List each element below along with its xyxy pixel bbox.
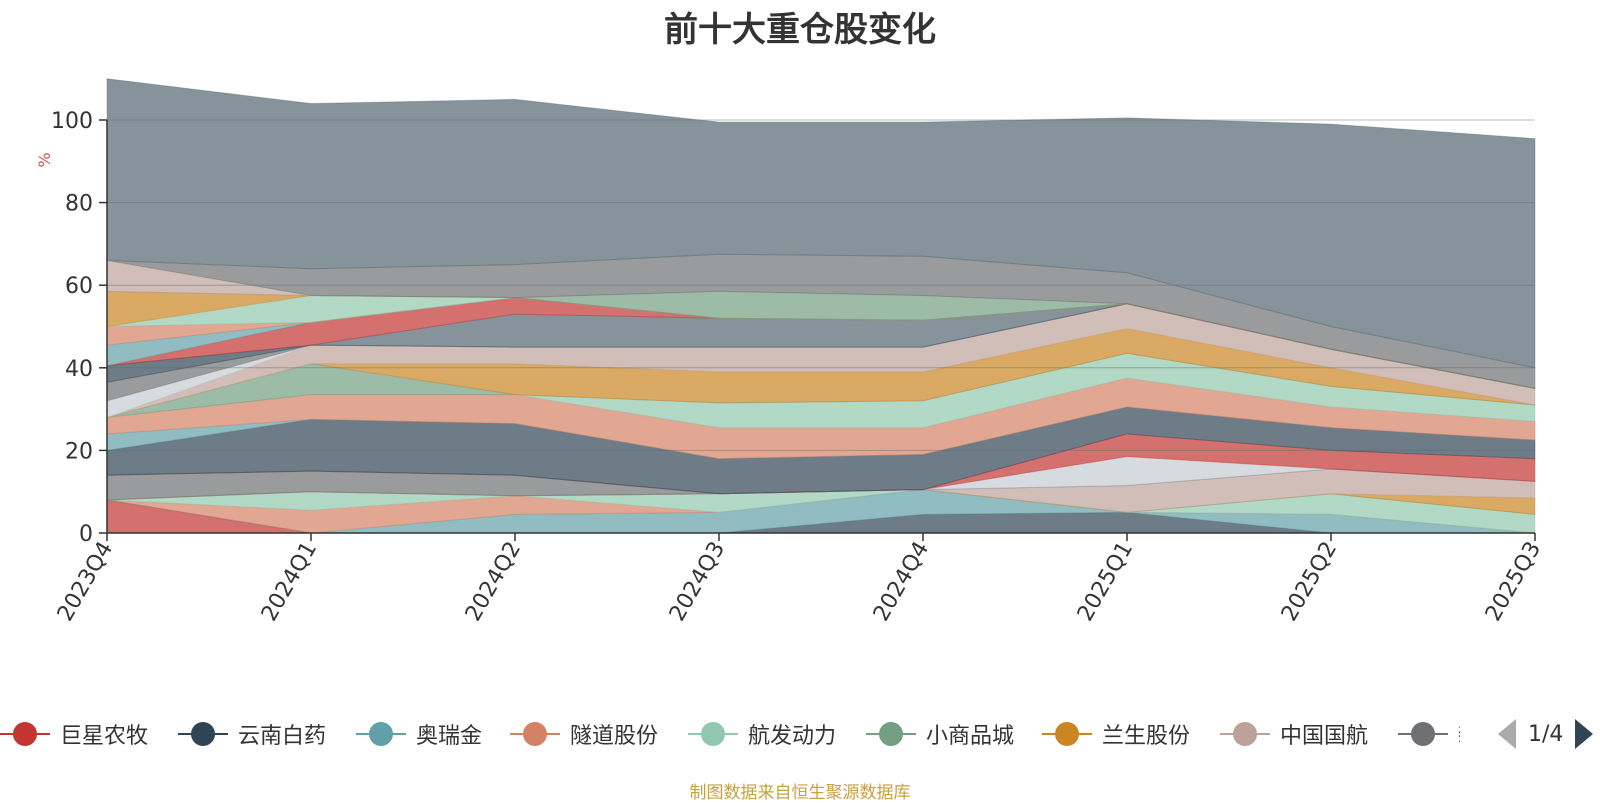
y-tick-label: 60 bbox=[65, 274, 93, 299]
legend-item[interactable]: 云南白药 bbox=[178, 712, 326, 756]
y-tick-label: 20 bbox=[65, 439, 93, 464]
legend-item[interactable]: 奥瑞金 bbox=[356, 712, 482, 756]
legend-marker-icon bbox=[1042, 719, 1092, 749]
stacked-areas bbox=[106, 78, 1536, 534]
legend-item[interactable]: 小商品城 bbox=[866, 712, 1014, 756]
legend-marker-icon bbox=[356, 719, 406, 749]
chart-title: 前十大重仓股变化 bbox=[664, 10, 936, 50]
x-tick-label: 2025Q2 bbox=[1277, 538, 1342, 626]
legend-item[interactable]: 中国国航 bbox=[1220, 712, 1368, 756]
legend-label: 小商品城 bbox=[926, 724, 1015, 749]
legend-page-indicator: 1/4 bbox=[1528, 721, 1564, 747]
x-tick-label: 2024Q3 bbox=[665, 538, 730, 626]
legend-marker-icon bbox=[510, 719, 560, 749]
x-tick-label: 2025Q3 bbox=[1481, 538, 1546, 626]
legend-next-page-arrow-icon[interactable] bbox=[1575, 719, 1594, 749]
legend-label: 兰生股份 bbox=[1102, 724, 1191, 749]
legend-label: 隧道股份 bbox=[570, 724, 659, 749]
legend-item[interactable]: 新希望 bbox=[1398, 712, 1460, 756]
legend-marker-icon bbox=[1220, 719, 1270, 749]
y-tick-label: 80 bbox=[65, 192, 93, 217]
legend-marker-icon bbox=[178, 719, 228, 749]
legend-label: 新希望 bbox=[1458, 718, 1460, 750]
legend-label: 奥瑞金 bbox=[416, 724, 483, 749]
legend-item[interactable]: 兰生股份 bbox=[1042, 712, 1190, 756]
legend-item[interactable]: 航发动力 bbox=[688, 712, 836, 756]
y-tick-label: 0 bbox=[79, 522, 93, 547]
x-tick-label: 2023Q4 bbox=[53, 538, 118, 626]
data-source-footer: 制图数据来自恒生聚源数据库 bbox=[689, 783, 911, 803]
legend-marker-icon bbox=[688, 719, 738, 749]
legend-marker-icon bbox=[1398, 719, 1448, 749]
legend: 巨星农牧 云南白药 奥瑞金 隧道股份 航发动力 小商品城 兰生股份 中国国航 新希望 bbox=[0, 712, 1460, 756]
area-layer-23 bbox=[106, 78, 1536, 369]
legend-label: 中国国航 bbox=[1280, 724, 1369, 749]
x-tick-label: 2024Q4 bbox=[869, 538, 934, 626]
legend-pager: 1/4 bbox=[1498, 714, 1594, 754]
y-tick-label: 40 bbox=[65, 357, 93, 382]
y-axis-unit-label: % bbox=[35, 152, 54, 167]
legend-item[interactable]: 隧道股份 bbox=[510, 712, 658, 756]
y-tick-labels: 0 20 40 60 80 100 bbox=[51, 109, 93, 547]
grid-lines bbox=[107, 119, 1535, 451]
legend-marker-icon bbox=[866, 719, 916, 749]
axes bbox=[99, 119, 1536, 541]
legend-label: 航发动力 bbox=[748, 724, 837, 749]
x-tick-label: 2024Q2 bbox=[461, 538, 526, 626]
legend-marker-icon bbox=[0, 719, 50, 749]
y-tick-label: 100 bbox=[51, 109, 93, 134]
x-tick-labels: 2023Q4 2024Q1 2024Q2 2024Q3 2024Q4 2025Q1 2025… bbox=[53, 538, 1546, 626]
x-tick-label: 2024Q1 bbox=[257, 538, 322, 626]
legend-item[interactable]: 巨星农牧 bbox=[0, 712, 148, 756]
legend-label: 巨星农牧 bbox=[60, 724, 149, 749]
x-tick-label: 2025Q1 bbox=[1073, 538, 1138, 626]
legend-prev-page-arrow-icon[interactable] bbox=[1498, 719, 1516, 749]
legend-label: 云南白药 bbox=[238, 724, 327, 749]
